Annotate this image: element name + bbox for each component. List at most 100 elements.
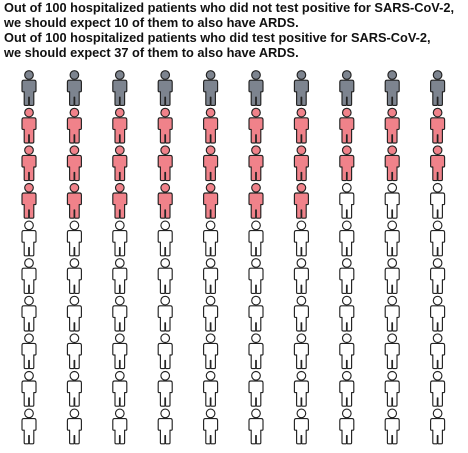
person-icon (384, 145, 400, 182)
person-icon (157, 182, 173, 219)
person-icon (66, 70, 82, 106)
person-icon (384, 107, 400, 144)
person-icon (203, 408, 219, 445)
person-icon (112, 258, 128, 294)
person-icon (112, 145, 128, 182)
person-icon (66, 107, 82, 144)
person-icon (293, 145, 309, 182)
person-icon (339, 258, 355, 294)
person-icon (21, 408, 37, 445)
person-icon (430, 220, 446, 257)
person-icon (293, 408, 309, 445)
person-icon (339, 145, 355, 182)
person-icon (430, 258, 446, 294)
person-icon (384, 333, 400, 370)
person-icon (339, 333, 355, 370)
person-icon (430, 107, 446, 144)
person-icon (66, 295, 82, 332)
person-icon (248, 333, 264, 370)
person-icon (157, 370, 173, 407)
person-icon (203, 220, 219, 257)
person-icon (248, 370, 264, 407)
person-icon (293, 220, 309, 257)
person-icon (66, 370, 82, 407)
person-icon (339, 408, 355, 445)
person-icon (21, 182, 37, 219)
person-icon (430, 370, 446, 407)
person-icon (339, 107, 355, 144)
person-icon (384, 182, 400, 219)
person-icon (248, 107, 264, 144)
person-icon (339, 70, 355, 106)
person-icon (248, 295, 264, 332)
person-icon (339, 370, 355, 407)
person-icon (293, 295, 309, 332)
person-icon (248, 145, 264, 182)
person-icon (112, 370, 128, 407)
person-icon (339, 182, 355, 219)
person-icon (112, 295, 128, 332)
person-icon (384, 295, 400, 332)
person-icon (157, 145, 173, 182)
person-icon (21, 107, 37, 144)
person-icon (21, 333, 37, 370)
person-icon (157, 107, 173, 144)
person-icon (66, 145, 82, 182)
person-icon (157, 295, 173, 332)
caption-line-3: Out of 100 hospitalized patients who did… (4, 30, 431, 45)
person-icon (203, 182, 219, 219)
person-icon (203, 70, 219, 106)
person-icon (248, 258, 264, 294)
person-icon (203, 145, 219, 182)
person-icon (293, 258, 309, 294)
person-icon (430, 408, 446, 445)
person-icon (21, 145, 37, 182)
person-icon (157, 70, 173, 106)
person-icon (248, 408, 264, 445)
person-icon (203, 258, 219, 294)
person-icon (430, 145, 446, 182)
person-icon (112, 333, 128, 370)
person-icon (293, 107, 309, 144)
person-icon (384, 408, 400, 445)
person-icon (112, 107, 128, 144)
person-icon (66, 220, 82, 257)
person-icon (112, 182, 128, 219)
person-icon (157, 258, 173, 294)
person-icon (384, 370, 400, 407)
person-icon (293, 370, 309, 407)
person-icon (203, 107, 219, 144)
person-icon (430, 333, 446, 370)
person-icon (430, 295, 446, 332)
person-icon (203, 333, 219, 370)
person-icon (339, 295, 355, 332)
person-icon (203, 295, 219, 332)
person-icon (384, 220, 400, 257)
caption-line-4: we should expect 37 of them to also have… (4, 45, 299, 60)
person-icon (21, 258, 37, 294)
person-icon (66, 333, 82, 370)
person-icon (21, 370, 37, 407)
person-icon (66, 408, 82, 445)
caption-line-2: we should expect 10 of them to also have… (4, 15, 299, 30)
person-icon (21, 220, 37, 257)
person-icon (157, 333, 173, 370)
chart-caption: Out of 100 hospitalized patients who did… (4, 0, 468, 60)
person-icon (112, 70, 128, 106)
person-icon (21, 70, 37, 106)
person-icon (112, 408, 128, 445)
person-icon (384, 258, 400, 294)
caption-line-1: Out of 100 hospitalized patients who did… (4, 0, 455, 15)
person-icon (293, 182, 309, 219)
person-icon (430, 182, 446, 219)
person-icon (430, 70, 446, 106)
person-icon (157, 408, 173, 445)
person-icon (66, 258, 82, 294)
person-icon (248, 182, 264, 219)
person-icon (248, 220, 264, 257)
person-icon (339, 220, 355, 257)
person-icon (293, 333, 309, 370)
person-icon (248, 70, 264, 106)
person-icon (293, 70, 309, 106)
